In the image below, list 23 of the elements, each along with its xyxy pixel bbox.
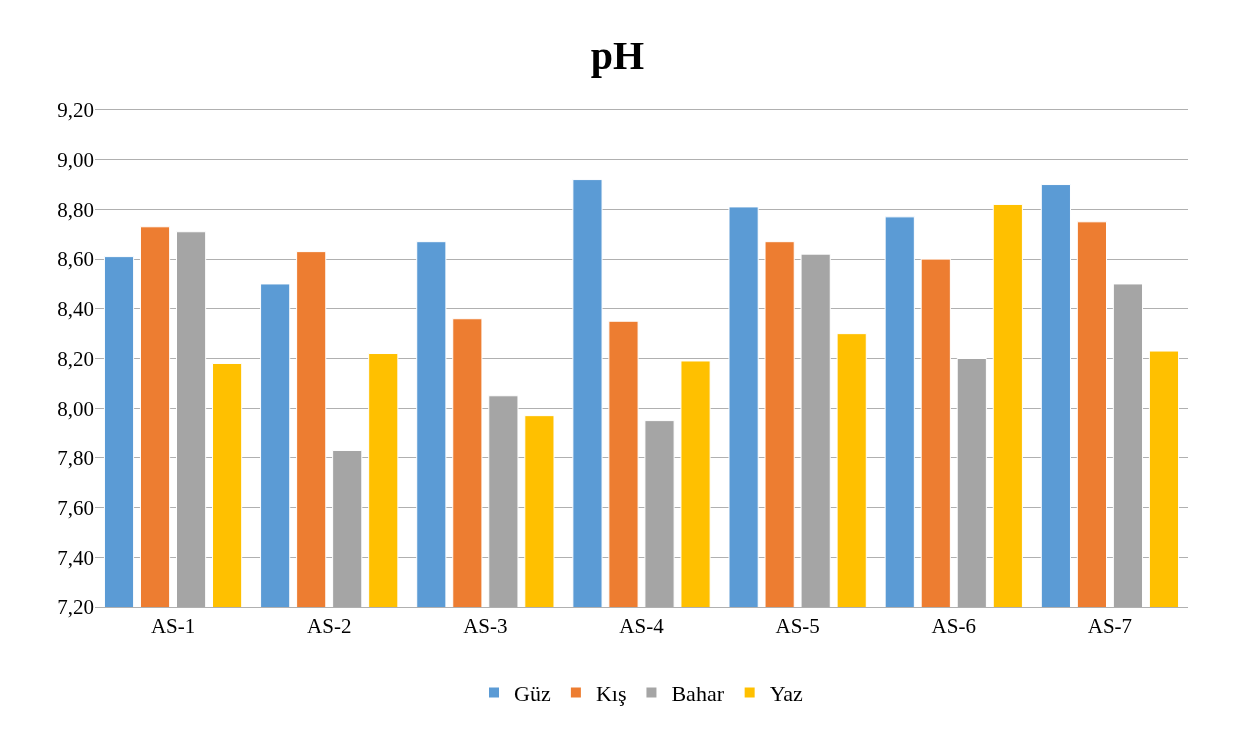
y-tick-label: 8,80	[57, 197, 94, 222]
y-tick-label: 9,00	[57, 148, 94, 173]
x-tick-label: AS-4	[619, 614, 665, 639]
x-tick-label: AS-1	[150, 614, 196, 639]
x-tick-label: AS-6	[931, 614, 976, 639]
legend-label: Bahar	[671, 680, 725, 706]
y-tick-label: 7,20	[57, 595, 94, 620]
y-tick-label: 8,20	[57, 346, 94, 371]
y-tick-label: 8,00	[57, 396, 94, 421]
x-tick-label: AS-2	[307, 614, 352, 639]
legend-label: Kış	[595, 680, 627, 706]
legend-label: Yaz	[769, 680, 804, 706]
legend-label: Güz	[514, 680, 551, 706]
y-tick-label: 7,80	[57, 446, 94, 471]
y-tick-label: 8,60	[57, 247, 94, 272]
chart-title: pH	[590, 33, 645, 78]
x-tick-label: AS-7	[1087, 614, 1133, 639]
x-tick-label: AS-5	[775, 614, 820, 639]
y-tick-label: 7,40	[57, 545, 94, 570]
y-tick-label: 8,40	[57, 297, 94, 322]
x-tick-label: AS-3	[463, 614, 508, 639]
y-tick-label: 9,20	[57, 98, 94, 123]
y-tick-label: 7,60	[57, 495, 94, 520]
